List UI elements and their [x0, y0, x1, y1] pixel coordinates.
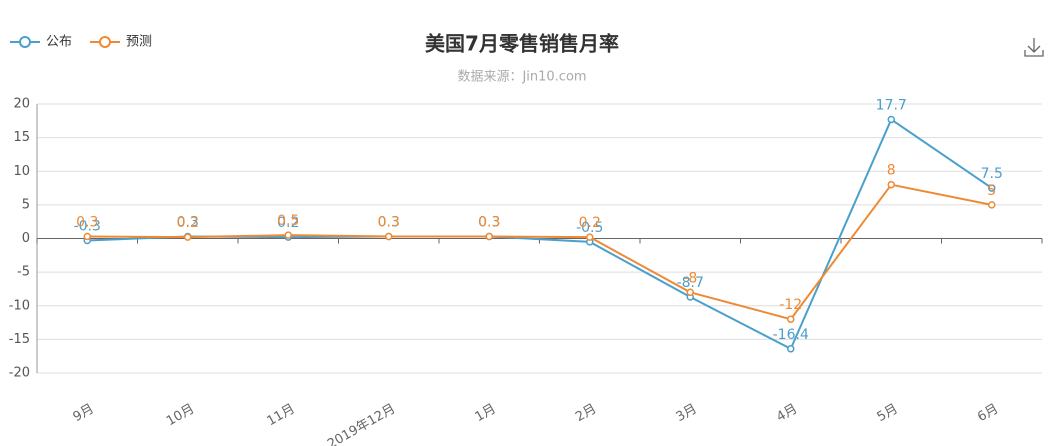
chart-subtitle: 数据来源：Jin10.com	[457, 70, 586, 85]
data-label: 17.7	[876, 97, 907, 113]
data-label: 0.3	[378, 214, 400, 230]
data-label: -12	[779, 297, 802, 313]
point	[485, 232, 493, 241]
x-tick-label: 11月	[265, 401, 298, 429]
legend-symbol	[99, 36, 111, 48]
legend-symbol	[19, 36, 31, 48]
y-tick-label: 0	[22, 231, 30, 246]
point	[83, 232, 91, 241]
series-line	[87, 183, 992, 321]
data-label: 5	[987, 183, 996, 199]
data-label: 8	[887, 163, 896, 179]
x-tick-label: 10月	[164, 401, 197, 429]
legend-label: 公布	[46, 35, 72, 50]
data-label: -8.7	[677, 275, 704, 291]
point	[787, 315, 795, 323]
point	[586, 233, 594, 241]
legend-item[interactable]: 预测	[90, 35, 152, 50]
x-tick-label: 4月	[774, 401, 800, 425]
point	[284, 231, 292, 239]
point	[887, 180, 895, 189]
data-label: 0.2	[177, 215, 199, 231]
point	[988, 201, 996, 209]
y-tick-label: 20	[13, 97, 30, 112]
y-tick-label: 15	[13, 130, 30, 145]
y-tick-label: -20	[9, 366, 30, 381]
point	[385, 232, 393, 241]
data-label: 0.2	[579, 215, 601, 231]
x-tick-label: 2月	[573, 401, 599, 425]
y-tick-label: -10	[9, 298, 30, 313]
data-label: 0.5	[277, 213, 299, 229]
y-tick-label: 5	[22, 197, 30, 212]
point	[184, 233, 192, 241]
x-tick-label: 5月	[875, 401, 901, 425]
x-tick-label: 9月	[71, 401, 97, 425]
y-tick-label: 10	[13, 164, 30, 179]
data-label: -0.5	[576, 220, 603, 236]
data-label: 7.5	[981, 166, 1003, 182]
series-line	[87, 117, 993, 351]
x-tick-label: 3月	[674, 401, 700, 425]
data-label: -16.4	[773, 327, 809, 343]
data-label: 0.2	[277, 215, 299, 231]
data-label: 0.3	[378, 214, 400, 230]
data-label: 0.3	[177, 214, 199, 230]
data-label: -0.3	[74, 219, 101, 235]
data-label: 0.3	[478, 214, 500, 230]
point	[887, 115, 895, 124]
y-tick-label: -15	[9, 332, 30, 347]
y-tick-label: -5	[17, 265, 30, 280]
data-label: 0.3	[478, 214, 500, 230]
x-tick-label: 1月	[473, 401, 499, 425]
data-label: 0.3	[76, 214, 98, 230]
point	[988, 184, 996, 192]
chart-title: 美国7月零售销售月率	[425, 32, 619, 56]
x-tick-label: 6月	[975, 401, 1001, 425]
point	[787, 345, 795, 353]
data-label: -8	[683, 270, 697, 286]
legend-label: 预测	[126, 35, 152, 50]
download-icon[interactable]	[1024, 38, 1044, 57]
x-tick-label: 2019年12月	[325, 401, 398, 446]
legend-item[interactable]: 公布	[10, 35, 72, 50]
point	[686, 288, 694, 297]
